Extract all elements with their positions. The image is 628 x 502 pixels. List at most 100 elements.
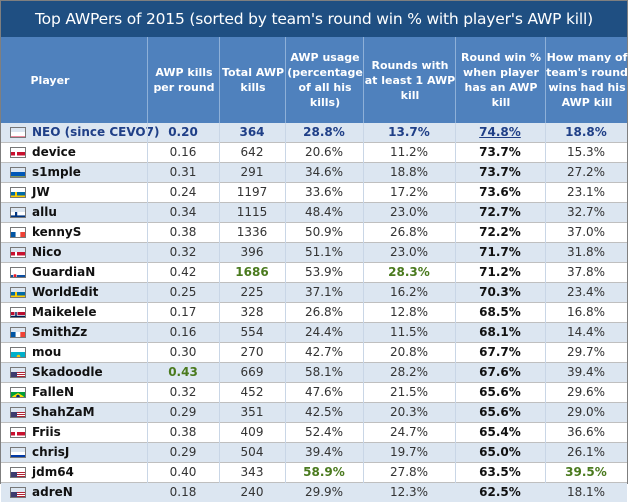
norway-flag-icon [10,307,26,318]
round-win-pct-cell: 65.6% [455,403,545,422]
awp-usage-cell: 58.9% [285,463,363,482]
rounds-with-awp-kill-cell: 23.0% [363,203,455,222]
rounds-with-awp-kill-value: 12.3% [389,485,429,499]
rounds-with-awp-kill-cell: 16.2% [363,283,455,302]
total-awp-kills-value: 554 [240,325,264,339]
rounds-with-awp-kill-value: 24.7% [389,425,429,439]
round-win-pct-cell: 71.7% [455,243,545,262]
round-win-pct-cell: 73.7% [455,143,545,162]
total-awp-kills-value: 642 [240,145,264,159]
team-round-wins-pct-value: 26.1% [566,445,606,459]
player-name: chrisJ [32,445,70,459]
awp-usage-cell: 53.9% [285,263,363,282]
table-row: s1mple 0.31 291 34.6% 18.8% 73.7% 27.2% [1,162,627,182]
team-round-wins-pct-value: 29.0% [566,405,606,419]
rounds-with-awp-kill-value: 21.5% [389,385,429,399]
table-row: adreN 0.18 240 29.9% 12.3% 62.5% 18.1% [1,482,627,502]
player-name: s1mple [32,165,81,179]
player-cell: WorldEdit [1,283,147,302]
awp-usage-value: 33.6% [304,185,344,199]
awp-usage-value: 39.4% [304,445,344,459]
round-win-pct-cell: 67.7% [455,343,545,362]
awp-usage-cell: 42.5% [285,403,363,422]
team-round-wins-pct-value: 23.4% [566,285,606,299]
round-win-pct-cell: 67.6% [455,363,545,382]
awp-usage-value: 24.4% [304,325,344,339]
team-round-wins-pct-value: 36.6% [566,425,606,439]
awp-usage-cell: 33.6% [285,183,363,202]
france-flag-icon [10,327,26,338]
denmark-flag-icon [10,427,26,438]
column-divider [147,123,148,483]
rounds-with-awp-kill-value: 11.2% [389,145,429,159]
awp-kills-per-round-value: 0.24 [169,185,197,199]
awp-kills-per-round-cell: 0.43 [147,363,219,382]
rounds-with-awp-kill-value: 26.8% [389,225,429,239]
awp-kills-per-round-cell: 0.42 [147,263,219,282]
rounds-with-awp-kill-cell: 24.7% [363,423,455,442]
round-win-pct-value: 72.2% [479,225,521,239]
rounds-with-awp-kill-value: 17.2% [389,185,429,199]
team-round-wins-pct-cell: 37.0% [545,223,627,242]
player-name: FalleN [32,385,74,399]
awp-usage-value: 58.1% [304,365,344,379]
table-row: chrisJ 0.29 504 39.4% 19.7% 65.0% 26.1% [1,442,627,462]
team-round-wins-pct-value: 18.8% [565,125,607,139]
awp-kills-per-round-cell: 0.29 [147,403,219,422]
player-cell: s1mple [1,163,147,182]
awp-usage-cell: 39.4% [285,443,363,462]
player-name: WorldEdit [32,285,99,299]
player-name: Skadoodle [32,365,103,379]
header-total-awp-kills: Total AWP kills [219,37,286,123]
awp-kills-per-round-value: 0.20 [168,125,198,139]
round-win-pct-cell: 74.8% [455,123,545,142]
team-round-wins-pct-value: 37.8% [566,265,606,279]
rounds-with-awp-kill-cell: 23.0% [363,243,455,262]
team-round-wins-pct-cell: 29.6% [545,383,627,402]
round-win-pct-value: 72.7% [479,205,521,219]
round-win-pct-value: 67.7% [479,345,521,359]
rounds-with-awp-kill-value: 12.8% [389,305,429,319]
total-awp-kills-cell: 270 [219,343,285,362]
header-rounds-with-awp-kill: Rounds with at least 1 AWP kill [363,37,456,123]
awp-usage-value: 51.1% [304,245,344,259]
slovakia-flag-icon [10,267,26,278]
awp-kills-per-round-value: 0.17 [169,305,197,319]
finland-flag-icon [10,207,26,218]
awp-usage-cell: 52.4% [285,423,363,442]
awp-kills-per-round-cell: 0.30 [147,343,219,362]
awp-kills-per-round-cell: 0.17 [147,303,219,322]
total-awp-kills-cell: 642 [219,143,285,162]
column-divider [545,123,546,483]
rounds-with-awp-kill-cell: 13.7% [363,123,455,142]
awp-usage-cell: 34.6% [285,163,363,182]
team-round-wins-pct-cell: 14.4% [545,323,627,342]
round-win-pct-cell: 65.4% [455,423,545,442]
round-win-pct-value: 67.6% [479,365,521,379]
total-awp-kills-cell: 328 [219,303,285,322]
awp-kills-per-round-value: 0.31 [169,165,197,179]
total-awp-kills-value: 1336 [236,225,268,239]
awp-kills-per-round-value: 0.16 [169,325,197,339]
table-row: mou 0.30 270 42.7% 20.8% 67.7% 29.7% [1,342,627,362]
awp-usage-cell: 24.4% [285,323,363,342]
awp-usage-value: 47.6% [304,385,344,399]
sweden-flag-icon [10,187,26,198]
rounds-with-awp-kill-value: 16.2% [389,285,429,299]
round-win-pct-cell: 73.7% [455,163,545,182]
usa-flag-icon [10,407,26,418]
player-cell: chrisJ [1,443,147,462]
table-row: GuardiaN 0.42 1686 53.9% 28.3% 71.2% 37.8% [1,262,627,282]
awp-kills-per-round-value: 0.18 [169,485,197,499]
awp-usage-cell: 26.8% [285,303,363,322]
rounds-with-awp-kill-value: 20.3% [389,405,429,419]
usa-flag-icon [10,367,26,378]
rounds-with-awp-kill-value: 13.7% [388,125,430,139]
total-awp-kills-value: 452 [240,385,264,399]
awp-usage-cell: 20.6% [285,143,363,162]
player-cell: NEO (since CEVO7) [1,123,159,142]
denmark-flag-icon [10,247,26,258]
round-win-pct-value: 65.0% [479,445,521,459]
awp-kills-per-round-cell: 0.18 [147,483,219,502]
